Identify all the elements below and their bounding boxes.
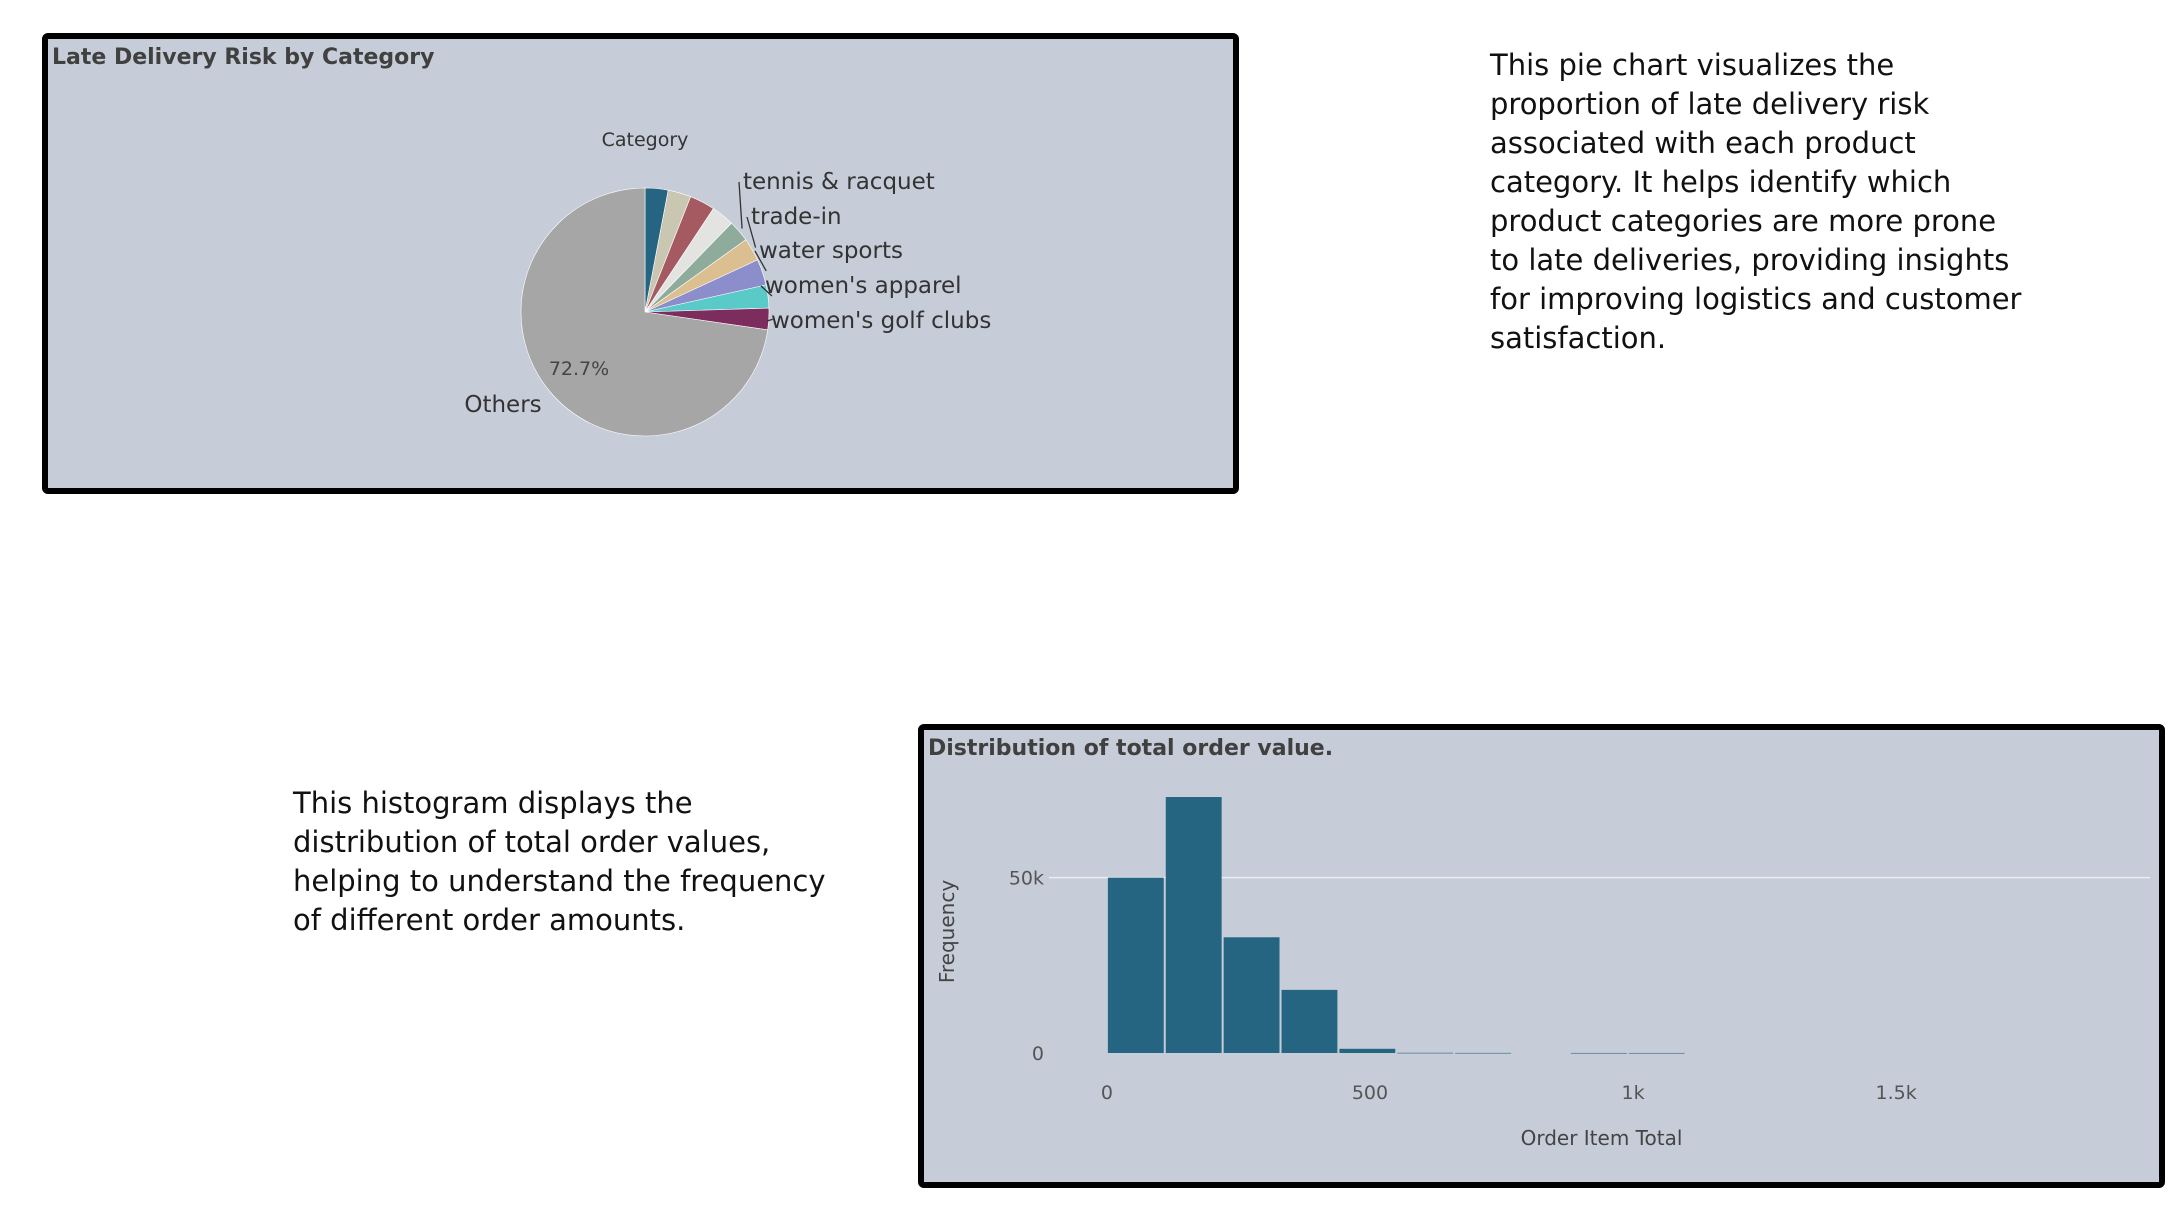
histogram-x-tick-label: 500: [1352, 1082, 1388, 1104]
histogram-x-axis-title: Order Item Total: [1521, 1126, 1683, 1150]
pie-chart-description: This pie chart visualizes the proportion…: [1490, 48, 2022, 355]
pie-chart-svg: Category tennis & racquet trade-in water sp…: [464, 129, 991, 437]
pie-legend-title: Category: [602, 129, 689, 151]
pie-slice-label: water sports: [759, 238, 903, 264]
pie-slice-label: women's apparel: [765, 273, 962, 299]
pie-slice: [520, 187, 769, 437]
histogram-bar: [1339, 1048, 1396, 1053]
histogram-bar: [1397, 1052, 1454, 1054]
histogram-svg: 0 50k 0 500 1k 1.5k Order Item Total Frequency: [935, 797, 2150, 1150]
pie-leader-line: [738, 181, 743, 229]
histogram-bar: [1165, 797, 1222, 1053]
pie-leader-line: [760, 285, 773, 297]
histogram-x-tick-label: 0: [1101, 1082, 1113, 1104]
pie-slice-label: trade-in: [751, 204, 842, 230]
histogram-bar: [1281, 989, 1338, 1053]
pie-leader-line: [746, 216, 757, 248]
pie-chart-title: Late Delivery Risk by Category: [52, 45, 435, 70]
histogram-bar: [1570, 1052, 1627, 1054]
pie-slice-label: tennis & racquet: [743, 169, 935, 195]
histogram-bar: [1628, 1052, 1685, 1054]
histogram-bar: [1107, 877, 1164, 1053]
histogram-y-tick-label: 50k: [1009, 868, 1044, 890]
pie-chart-panel: Late Delivery Risk by Category Category t…: [42, 33, 1239, 494]
pie-others-label: Others: [464, 392, 541, 418]
histogram-bar: [1223, 937, 1280, 1053]
pie-slice-label: women's golf clubs: [771, 308, 991, 334]
histogram-panel: Distribution of total order value. 0 50k 0…: [918, 724, 2165, 1188]
histogram-bar: [1455, 1052, 1512, 1054]
pie-percent-label: 72.7%: [549, 358, 609, 380]
histogram-title: Distribution of total order value.: [928, 736, 1334, 761]
histogram-y-tick-label: 0: [1032, 1043, 1044, 1065]
histogram-y-axis-title: Frequency: [935, 880, 959, 983]
histogram-x-tick-label: 1k: [1622, 1082, 1645, 1104]
pie-leader-line: [754, 250, 767, 272]
histogram-description: This histogram displays the distribution…: [293, 786, 826, 937]
histogram-x-tick-label: 1.5k: [1876, 1082, 1917, 1104]
pie-leader-line: [766, 318, 773, 322]
